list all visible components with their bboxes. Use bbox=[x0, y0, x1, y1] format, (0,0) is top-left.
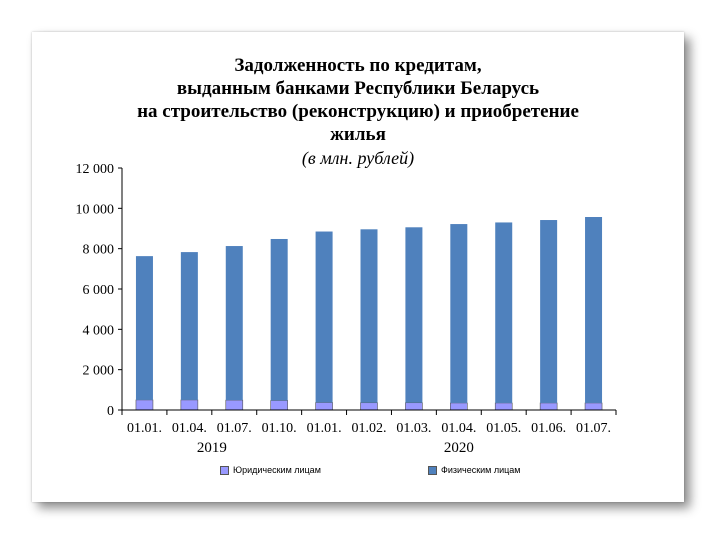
bar-legal-entities bbox=[315, 402, 333, 411]
bar-legal-entities bbox=[270, 400, 288, 411]
bar-legal-entities bbox=[494, 402, 513, 411]
bar-legal-entities bbox=[405, 402, 423, 411]
chart-subtitle: (в млн. рублей) bbox=[301, 148, 415, 168]
y-tick-label: 8 000 bbox=[83, 243, 115, 258]
bar-individuals bbox=[270, 238, 288, 401]
year-label: 2020 bbox=[444, 440, 474, 456]
y-tick-label: 2 000 bbox=[83, 364, 115, 379]
bar-legal-entities bbox=[539, 402, 558, 411]
bar-individuals bbox=[585, 217, 603, 403]
title-line: на строительство (реконструкцию) и приоб… bbox=[137, 101, 579, 122]
bar-individuals bbox=[315, 231, 333, 403]
year-label: 2019 bbox=[197, 440, 227, 456]
bar-legal-entities bbox=[135, 399, 154, 411]
bar-individuals bbox=[360, 229, 378, 403]
x-tick-label: 01.06. bbox=[531, 421, 566, 436]
x-tick-label: 01.02. bbox=[352, 421, 387, 436]
legend-label-individual: Физическим лицам bbox=[441, 465, 521, 475]
x-tick-label: 01.01. bbox=[127, 421, 162, 436]
legend-label-legal: Юридическим лицам bbox=[233, 465, 321, 475]
bar-individuals bbox=[135, 256, 153, 400]
bar-individuals bbox=[450, 224, 468, 403]
x-tick-label: 01.05. bbox=[486, 421, 521, 436]
x-tick-label: 01.04. bbox=[441, 421, 476, 436]
legend-swatch-individual bbox=[428, 465, 437, 475]
chart-card: Задолженность по кредитам, выданным банк… bbox=[32, 32, 684, 502]
bar-legal-entities bbox=[180, 399, 199, 411]
bar-legal-entities bbox=[450, 402, 468, 411]
x-tick-label: 01.10. bbox=[262, 421, 297, 436]
bar-individuals bbox=[540, 220, 558, 403]
y-tick-label: 4 000 bbox=[83, 323, 115, 338]
x-tick-label: 01.07. bbox=[217, 421, 252, 436]
x-tick-label: 01.07. bbox=[576, 421, 611, 436]
title-line: выданным банками Республики Беларусь bbox=[176, 78, 540, 99]
x-tick-label: 01.04. bbox=[172, 421, 207, 436]
bar-legal-entities bbox=[225, 399, 244, 411]
bar-individuals bbox=[495, 222, 513, 403]
y-tick-label: 12 000 bbox=[76, 162, 115, 177]
y-tick-label: 6 000 bbox=[83, 283, 115, 298]
title-line: жилья bbox=[330, 124, 386, 145]
bar-individuals bbox=[405, 227, 423, 403]
bar-legal-entities bbox=[360, 402, 378, 411]
legend-swatch-legal bbox=[220, 465, 229, 475]
title-line: Задолженность по кредитам, bbox=[234, 55, 482, 76]
legend-item-legal: Юридическим лицам bbox=[220, 465, 321, 475]
legend-item-individual: Физическим лицам bbox=[428, 465, 521, 475]
y-tick-label: 10 000 bbox=[76, 202, 115, 217]
y-tick-label: 0 bbox=[107, 404, 114, 419]
x-tick-label: 01.01. bbox=[307, 421, 342, 436]
bar-individuals bbox=[225, 246, 243, 401]
chart-title: Задолженность по кредитам, выданным банк… bbox=[32, 54, 684, 146]
chart-plot: 0 2 000 4 000 6 000 8 000 10 000 12 000 01.01. 0… bbox=[76, 162, 617, 456]
x-tick-label: 01.03. bbox=[396, 421, 431, 436]
bar-individuals bbox=[180, 252, 198, 400]
bar-legal-entities bbox=[584, 402, 603, 411]
